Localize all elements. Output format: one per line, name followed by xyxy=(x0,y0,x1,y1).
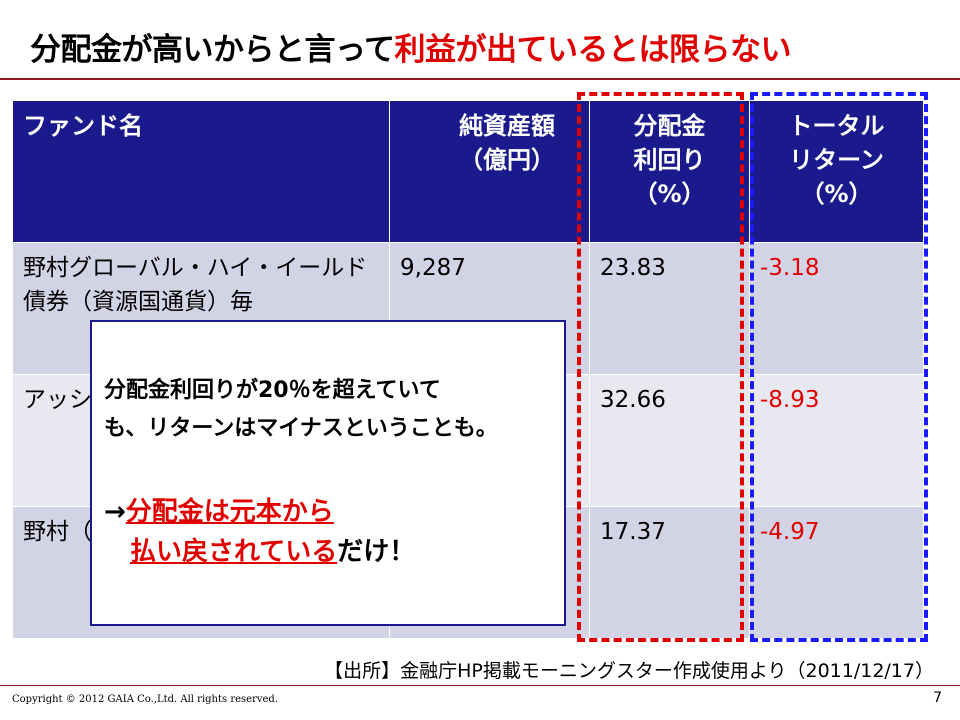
conclusion-highlight1: 分配金は元本から xyxy=(125,497,334,527)
header-assets-line1: 純資産額 xyxy=(459,112,555,140)
header-return-line3: （%） xyxy=(800,180,873,208)
header-return-line1: トータル xyxy=(788,112,885,140)
title-part2-highlight: 利益が出ているとは限らない xyxy=(394,32,791,68)
source-note: 【出所】金融庁HP掲載モーニングスター作成使用より（2011/12/17） xyxy=(324,660,934,682)
header-yield-line1: 分配金 xyxy=(633,112,706,140)
title-divider xyxy=(0,78,960,80)
conclusion-tail: だけ！ xyxy=(337,537,416,567)
header-fund-name: ファンド名 xyxy=(12,100,390,243)
slide-title: 分配金が高いからと言って利益が出ているとは限らない xyxy=(30,24,791,69)
conclusion-highlight2: 払い戻されている xyxy=(130,537,338,567)
return-cell: -3.18 xyxy=(749,242,924,375)
header-assets-line2: （億円） xyxy=(459,146,555,174)
header-return-line2: リターン xyxy=(789,146,884,174)
callout-conclusion: →分配金は元本から 払い戻されているだけ！ xyxy=(104,492,415,572)
return-column-highlight-box xyxy=(750,92,928,642)
copyright-notice: Copyright © 2012 GAIA Co.,Ltd. All right… xyxy=(12,694,279,705)
page-number: 7 xyxy=(933,690,942,706)
callout-text: 分配金利回りが20％を超えていて も、リターンはマイナスということも。 xyxy=(104,372,498,448)
table-header-row: ファンド名 純資産額 （億円） 分配金 利回り （%） トータル リターン （%… xyxy=(12,100,924,243)
yield-cell: 17.37 xyxy=(589,506,750,639)
header-total-return: トータル リターン （%） xyxy=(749,100,924,243)
yield-cell: 32.66 xyxy=(589,374,750,507)
header-yield-line2: 利回り xyxy=(633,146,706,174)
callout-line2: も、リターンはマイナスということも。 xyxy=(104,416,498,441)
callout-line1: 分配金利回りが20％を超えていて xyxy=(104,378,441,403)
header-dividend-yield: 分配金 利回り （%） xyxy=(589,100,750,243)
title-part1: 分配金が高いからと言って xyxy=(30,32,395,68)
footer-divider xyxy=(0,685,960,686)
header-net-assets: 純資産額 （億円） xyxy=(389,100,590,243)
arrow-glyph: → xyxy=(104,497,126,527)
header-yield-line3: （%） xyxy=(633,180,706,208)
callout-box: 分配金利回りが20％を超えていて も、リターンはマイナスということも。 →分配金… xyxy=(90,320,566,626)
yield-column-highlight-box xyxy=(577,92,744,642)
